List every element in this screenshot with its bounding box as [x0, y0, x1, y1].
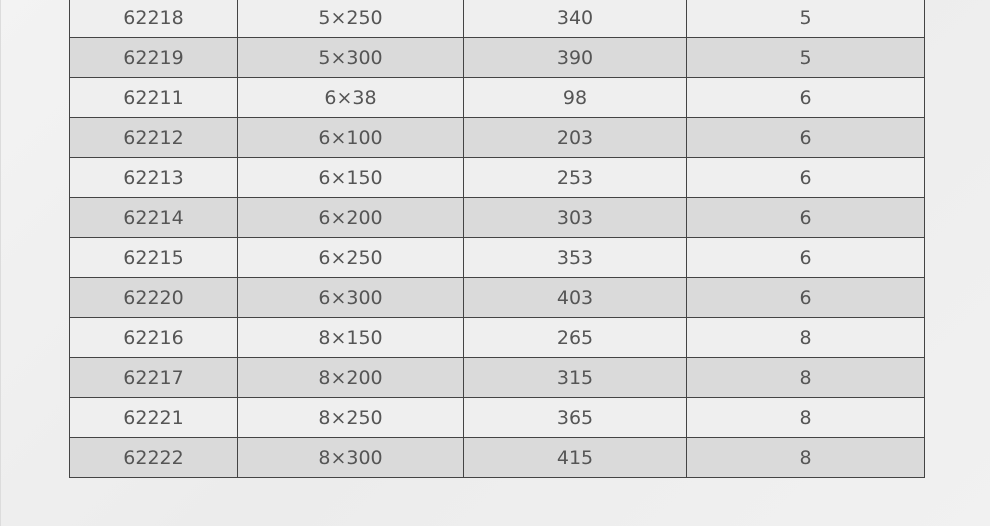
table-cell: 62215 [69, 237, 238, 278]
table-cell: 6 [686, 277, 925, 318]
table-cell: 6×150 [237, 157, 464, 198]
table-cell: 8×250 [237, 397, 464, 438]
table-cell: 403 [463, 277, 687, 318]
table-cell: 253 [463, 157, 687, 198]
table-cell: 265 [463, 317, 687, 358]
table-cell: 5×300 [237, 37, 464, 78]
table-row: 62213 6×150 253 6 [69, 157, 925, 198]
table-cell: 8×150 [237, 317, 464, 358]
table-cell: 62221 [69, 397, 238, 438]
table-cell: 303 [463, 197, 687, 238]
table-cell: 365 [463, 397, 687, 438]
table-cell: 340 [463, 0, 687, 38]
table-cell: 6×200 [237, 197, 464, 238]
table-cell: 62217 [69, 357, 238, 398]
table-cell: 6×300 [237, 277, 464, 318]
table-cell: 353 [463, 237, 687, 278]
table-row: 62220 6×300 403 6 [69, 277, 925, 318]
table-cell: 5 [686, 0, 925, 38]
table-row: 62216 8×150 265 8 [69, 317, 925, 358]
table-row: 62219 5×300 390 5 [69, 37, 925, 78]
table-cell: 6 [686, 157, 925, 198]
page-edge [0, 0, 1, 526]
table-cell: 390 [463, 37, 687, 78]
table-cell: 6 [686, 197, 925, 238]
table-cell: 6 [686, 237, 925, 278]
table-cell: 315 [463, 357, 687, 398]
table-cell: 5 [686, 37, 925, 78]
table-cell: 8 [686, 437, 925, 478]
table-cell: 62219 [69, 37, 238, 78]
table-cell: 8 [686, 357, 925, 398]
table-cell: 62218 [69, 0, 238, 38]
table-cell: 6×100 [237, 117, 464, 158]
table-row: 62212 6×100 203 6 [69, 117, 925, 158]
table-cell: 8×200 [237, 357, 464, 398]
table-cell: 6×38 [237, 77, 464, 118]
table-row: 62217 8×200 315 8 [69, 357, 925, 398]
table-row: 62221 8×250 365 8 [69, 397, 925, 438]
table-cell: 203 [463, 117, 687, 158]
spec-table: 62218 5×250 340 5 62219 5×300 390 5 62211 6×38 98 6… [69, 0, 925, 478]
table-cell: 6 [686, 77, 925, 118]
table-cell: 62220 [69, 277, 238, 318]
table-cell: 62216 [69, 317, 238, 358]
table-cell: 62213 [69, 157, 238, 198]
table-cell: 8 [686, 397, 925, 438]
table-row: 62218 5×250 340 5 [69, 0, 925, 38]
table-row: 62215 6×250 353 6 [69, 237, 925, 278]
table-cell: 98 [463, 77, 687, 118]
table-cell: 62212 [69, 117, 238, 158]
table-cell: 62222 [69, 437, 238, 478]
table-cell: 62214 [69, 197, 238, 238]
table-cell: 8 [686, 317, 925, 358]
table-cell: 6 [686, 117, 925, 158]
table-cell: 8×300 [237, 437, 464, 478]
table-row: 62214 6×200 303 6 [69, 197, 925, 238]
table-cell: 62211 [69, 77, 238, 118]
table-cell: 5×250 [237, 0, 464, 38]
table-row: 62211 6×38 98 6 [69, 77, 925, 118]
table-cell: 6×250 [237, 237, 464, 278]
table-row: 62222 8×300 415 8 [69, 437, 925, 478]
table-cell: 415 [463, 437, 687, 478]
